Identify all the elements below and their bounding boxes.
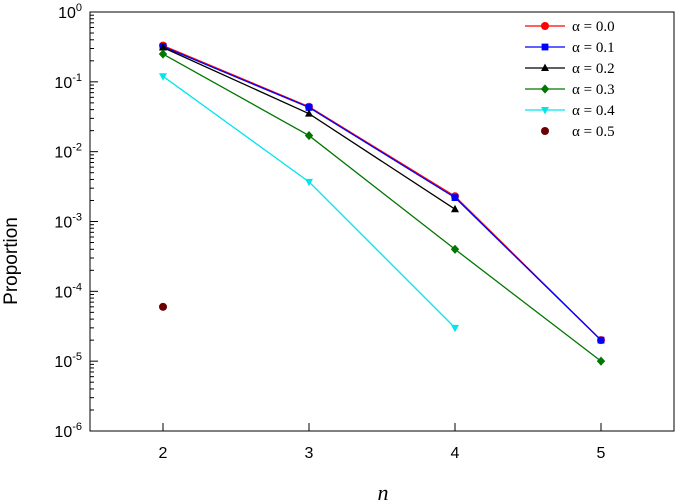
data-point [159,302,167,311]
data-point [541,127,549,135]
series-line [162,53,602,362]
series-4 [159,73,459,333]
data-point [451,324,459,333]
x-tick-label: 4 [451,445,460,462]
y-tick-label: 10-5 [54,351,82,371]
legend-label: α = 0.1 [572,40,615,56]
series-3 [158,49,606,366]
data-point [540,84,550,94]
data-point [597,336,605,344]
data-point [305,178,313,187]
y-tick-label: 10-1 [54,72,82,92]
legend: α = 0.0 α = 0.1 α = 0.2 α = 0.3 α = 0.4 α = 0… [525,19,615,140]
legend-entry: α = 0.3 [525,82,615,98]
legend-label: α = 0.3 [572,82,615,98]
legend-label: α = 0.4 [572,103,615,119]
x-axis-label: n [378,480,389,504]
data-point [450,244,460,254]
y-tick-label: 10-4 [54,281,82,301]
x-tick-label: 5 [597,445,606,462]
data-point [596,356,606,366]
data-point [305,104,313,111]
data-point [541,107,549,115]
plot-area [158,41,606,366]
series-1 [159,43,605,344]
data-point [451,204,459,213]
legend-label: α = 0.2 [572,61,615,77]
series-5 [159,302,167,311]
data-point [304,130,314,141]
legend-entry: α = 0.0 [525,19,615,35]
y-tick-label: 10-2 [54,142,82,162]
y-tick-label: 10-6 [54,421,82,441]
data-point [541,43,549,51]
legend-entry: α = 0.2 [525,61,615,77]
series-2 [159,43,459,213]
data-point [159,43,167,51]
legend-entry: α = 0.4 [525,103,615,119]
x-tick-label: 3 [305,445,314,462]
data-point [541,22,549,30]
legend-entry: α = 0.1 [525,40,615,56]
y-tick-label: 10-3 [54,212,82,232]
legend-label: α = 0.5 [572,124,615,140]
y-axis: 100 10-1 10-2 10-3 10-4 10-5 10-6 [54,2,98,441]
y-axis-label: Proportion [1,217,22,305]
legend-label: α = 0.0 [572,19,615,35]
legend-entry: α = 0.5 [541,124,615,140]
x-axis: 2 3 4 5 [159,423,606,462]
x-tick-label: 2 [159,445,168,462]
data-point [159,73,167,81]
data-point [451,194,459,201]
series-line [162,45,602,341]
data-point [158,49,168,59]
data-point [541,63,549,71]
y-tick-label: 100 [58,2,82,22]
data-point [305,109,313,117]
